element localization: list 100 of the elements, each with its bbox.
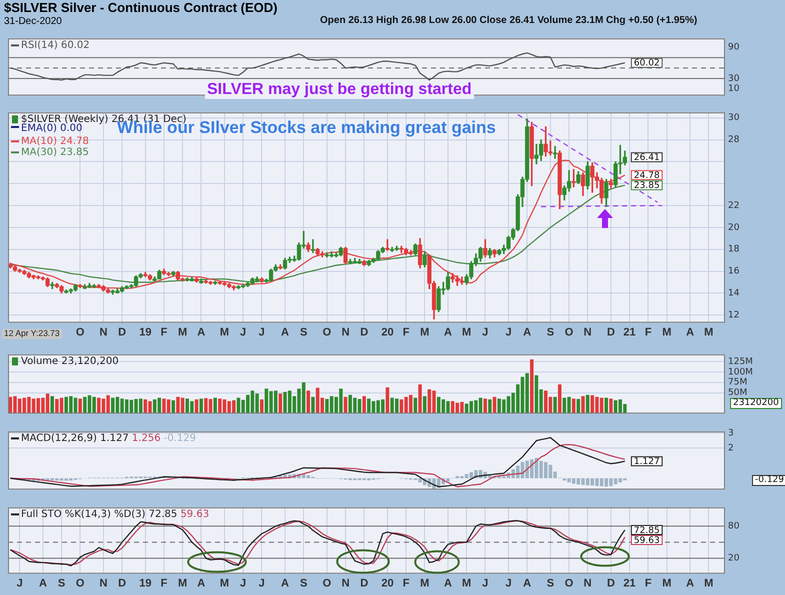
annotation: EMA(0) 0.00 [20,123,82,134]
y-tick-label: 50M [728,388,748,398]
y-tick-label: 80 [728,521,740,532]
x-tick-label: M [178,326,188,338]
x-tick-label: F [402,326,410,338]
x-tick-label: A [197,326,206,338]
x-tick-label: 19 [139,326,152,338]
x-tick-label: M [662,326,672,338]
data-label: 60.02 [634,58,660,69]
x-tick-label: M [420,326,430,338]
x-tick-label: O [322,577,332,590]
text: Open 26.13 High 26.98 Low 26.00 Close 26.41 Volume 23.1M Chg +0.50 (+1.95%) [320,15,698,26]
x-tick-label: J [482,326,488,338]
y-tick-label: 14 [728,288,740,299]
legend-label: Volume 23,120,200 [21,356,119,367]
y-tick-label: 100M [728,367,753,378]
x-tick-label: A [444,577,452,590]
text: 12 Apr Y:23.73 [2,328,62,339]
x-tick-label: O [564,326,574,338]
x-tick-label: M [704,326,714,338]
text: 26.41 [634,153,660,164]
x-tick-label: M [662,577,672,590]
text: -0.129 [164,432,196,444]
y-tick-label: 90 [728,42,740,53]
x-tick-label: A [686,326,694,338]
x-tick-label: A [197,577,206,590]
x-tick-label: J [482,577,488,590]
x-tick-label: M [704,577,714,590]
legend-label: MA(10) 24.78 [21,136,89,147]
x-tick-label: S [300,326,308,338]
y-tick-label: 30 [728,113,740,124]
x-tick-label: O [76,577,85,590]
y-tick-label: 12 [728,310,740,320]
x-tick-label: 21 [623,577,636,590]
x-tick-label: N [99,577,108,590]
y-tick-label: 20 [728,554,740,564]
x-tick-label: O [322,326,332,338]
x-tick-label: J [505,577,512,590]
text: -0.129 [752,475,785,486]
x-tick-label: F [160,326,168,338]
legend-label: RSI(14) 60.02 [21,40,90,51]
y-tick-label: 28 [728,135,740,146]
x-tick-label: M [220,577,230,590]
x-tick-label: F [644,326,652,338]
x-tick-label: N [584,577,592,590]
text: 23120200 [730,398,782,409]
x-tick-label: A [38,577,47,590]
y-tick-label: 18 [728,244,740,255]
data-label: 1.127 [634,457,660,468]
y-tick-label: 75M [728,378,748,388]
x-tick-label: J [505,326,512,338]
x-tick-label: D [118,577,126,590]
chart-title: $SILVER Silver - Continuous Contract (EOD) [4,0,278,16]
y-tick-label: 30 [728,74,740,84]
x-tick-label: S [546,326,554,338]
chart-subtitle: 31-Dec-2020 [4,16,62,28]
y-tick-label: 3 [728,428,734,438]
x-tick-label: D [606,326,615,338]
x-tick-label: J [16,577,23,590]
legend-label: Full STO %K(14,3) %D(3) 72.85 [21,508,178,520]
x-tick-label: N [584,326,592,338]
x-tick-label: J [258,326,265,338]
x-tick-label: A [523,326,532,338]
x-tick-label: J [258,577,265,590]
x-tick-label: M [220,326,230,338]
x-tick-label: S [58,577,66,590]
y-tick-label: 2 [728,443,734,454]
x-tick-label: N [342,326,350,338]
x-tick-label: J [240,326,246,338]
x-tick-label: M [462,577,472,590]
series-label: 59.63 [180,508,210,520]
x-tick-label: N [99,326,108,338]
x-tick-label: M [178,577,188,590]
x-tick-label: D [118,326,126,338]
y-tick-label: 16 [728,266,740,277]
data-label: 23.85 [634,181,660,192]
x-tick-label: F [160,577,168,590]
x-tick-label: D [606,577,615,590]
x-tick-label: A [281,326,290,338]
x-tick-label: D [360,326,368,338]
text: 1.256 [132,432,161,444]
x-tick-label: 20 [381,326,394,338]
x-tick-label: S [546,577,554,590]
x-tick-label: S [300,577,308,590]
x-tick-label: J [240,577,246,590]
x-tick-label: D [360,577,368,590]
data-label: 24.78 [634,170,660,181]
x-tick-label: 20 [381,577,394,590]
x-tick-label: M [420,577,430,590]
x-tick-label: 21 [623,326,636,338]
x-tick-label: A [523,577,532,590]
x-tick-label: O [76,326,85,338]
y-tick-label: 20 [728,222,740,233]
x-tick-label: A [281,577,290,590]
legend-label: MACD(12,26,9) 1.127 [21,432,129,444]
data-label: 72.85 [634,526,660,536]
y-tick-label: 22 [728,200,740,211]
annotation: SILVER may just be getting started [205,81,474,100]
x-tick-label: 19 [139,577,152,590]
y-tick-label: 125M [728,356,753,367]
